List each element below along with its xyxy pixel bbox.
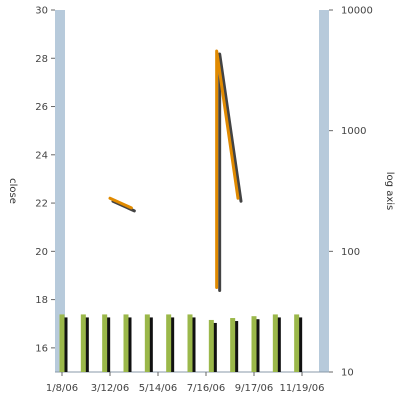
left-tick-label: 28 <box>35 54 48 65</box>
bar <box>251 316 257 372</box>
bar-shadow <box>105 317 111 372</box>
bar-shadow <box>147 317 153 372</box>
line-series <box>108 49 243 293</box>
close-line <box>215 49 240 290</box>
bar-shadow <box>62 317 68 372</box>
bar-shadow <box>83 317 89 372</box>
right-axis-title: log axis <box>384 172 395 210</box>
bar <box>272 314 278 372</box>
right-tick-label: 10 <box>341 368 354 379</box>
left-axis: 16 18 20 22 24 26 28 30 <box>35 6 55 354</box>
left-tick-label: 24 <box>35 150 48 161</box>
bar <box>294 314 300 372</box>
x-tick-label: 3/12/06 <box>91 383 130 394</box>
line-shadow <box>218 52 243 293</box>
x-tick-label: 7/16/06 <box>187 383 226 394</box>
bar-shadow <box>297 317 303 372</box>
left-tick-label: 20 <box>35 247 48 258</box>
left-tick-label: 16 <box>35 343 48 354</box>
bar <box>166 314 172 372</box>
left-tick-label: 22 <box>35 199 48 210</box>
right-tick-label: 1000 <box>341 126 366 137</box>
left-tick-label: 18 <box>35 295 48 306</box>
bar-shadow <box>169 317 175 372</box>
close-line <box>108 196 133 210</box>
x-tick-label: 11/19/06 <box>280 383 325 394</box>
bar-shadow <box>211 322 217 372</box>
left-tick-label: 30 <box>35 6 48 17</box>
left-tick-label: 26 <box>35 102 48 113</box>
bar-shadow <box>233 321 239 372</box>
right-tick-label: 100 <box>341 247 360 258</box>
x-tick-label: 1/8/06 <box>46 383 78 394</box>
bar-shadow <box>126 317 132 372</box>
bar-shadow <box>190 317 196 372</box>
x-tick-label: 9/17/06 <box>235 383 274 394</box>
bar-series <box>59 314 303 372</box>
bar-shadow <box>254 319 260 372</box>
left-axis-band <box>55 10 65 372</box>
bar <box>230 318 236 372</box>
x-tick-label: 5/14/06 <box>139 383 178 394</box>
right-axis-band <box>319 10 329 372</box>
x-axis: 1/8/06 3/12/06 5/14/06 7/16/06 9/17/06 11/19/… <box>46 372 325 394</box>
bar <box>144 314 150 372</box>
bar <box>59 314 65 372</box>
bar <box>102 314 108 372</box>
bar <box>123 314 129 372</box>
left-axis-title: close <box>7 178 18 204</box>
bar-shadow <box>275 317 281 372</box>
right-axis: 10 100 1000 10000 <box>329 6 373 379</box>
bar <box>80 314 86 372</box>
right-tick-label: 10000 <box>341 6 373 17</box>
bar <box>187 314 193 372</box>
bar <box>208 319 214 372</box>
